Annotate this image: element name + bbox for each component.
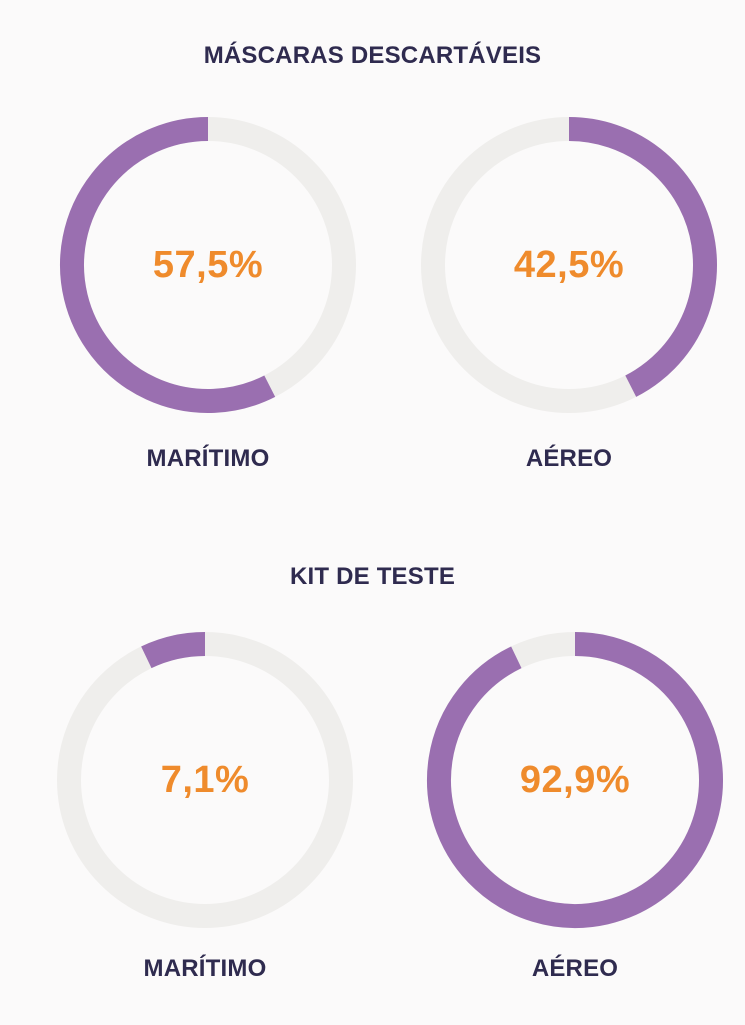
series-label: AÉREO xyxy=(525,445,613,472)
donut-progress-arc xyxy=(60,117,276,413)
donut-progress-arc xyxy=(141,632,206,669)
donut-ring xyxy=(55,630,355,930)
donut-ring xyxy=(419,115,719,415)
donut-chart-kit-aereo: 92,9% AÉREO xyxy=(425,630,725,1010)
donut-svg xyxy=(60,117,356,413)
donut-chart-mascaras-aereo: 42,5% AÉREO xyxy=(419,115,719,495)
series-label: AÉREO xyxy=(531,955,619,982)
donut-svg xyxy=(421,117,717,413)
donut-svg xyxy=(427,632,723,928)
percentage-label: 7,1% xyxy=(160,758,250,801)
donut-svg xyxy=(57,632,353,928)
percentage-label: 42,5% xyxy=(513,243,625,286)
donut-progress-arc xyxy=(568,117,717,397)
series-label: MARÍTIMO xyxy=(146,445,270,472)
percentage-label: 92,9% xyxy=(519,758,631,801)
donut-ring xyxy=(425,630,725,930)
donut-chart-kit-maritimo: 7,1% MARÍTIMO xyxy=(55,630,355,1010)
section-title-mascaras: MÁSCARAS DESCARTÁVEIS xyxy=(203,42,542,69)
donut-chart-mascaras-maritimo: 57,5% MARÍTIMO xyxy=(58,115,358,495)
donut-ring xyxy=(58,115,358,415)
section-title-kit-teste: KIT DE TESTE xyxy=(289,563,456,590)
series-label: MARÍTIMO xyxy=(143,955,267,982)
percentage-label: 57,5% xyxy=(152,243,264,286)
donut-progress-arc xyxy=(427,632,723,928)
